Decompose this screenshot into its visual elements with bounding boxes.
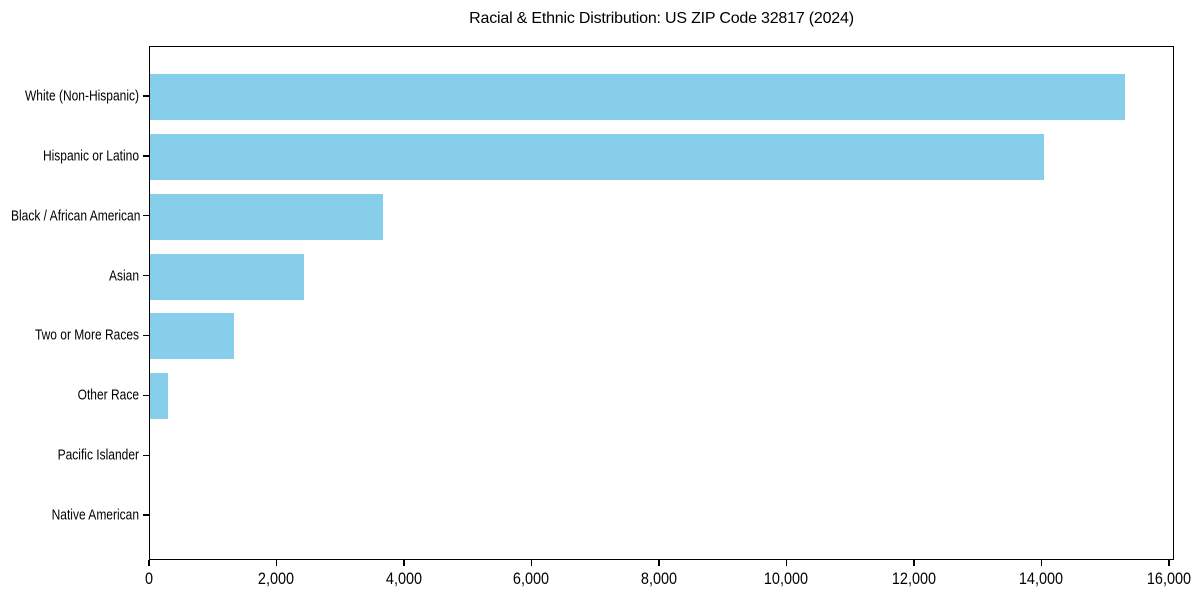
bar-other-race <box>150 373 168 420</box>
x-tick-label: 16,000 <box>1146 569 1191 588</box>
bar-two-or-more-races <box>150 313 235 360</box>
y-tick-mark <box>143 394 149 396</box>
bar-black-african-american <box>150 193 384 240</box>
y-tick-label: Hispanic or Latino <box>42 147 139 165</box>
bar-hispanic-or-latino <box>150 133 1044 180</box>
y-tick-label: Asian <box>108 267 139 285</box>
x-tick-mark <box>148 560 150 566</box>
x-tick-mark <box>275 560 278 566</box>
plot-area <box>149 46 1174 560</box>
x-tick-label: 12,000 <box>891 569 937 588</box>
x-tick-mark <box>785 560 788 566</box>
y-tick-label: White (Non-Hispanic) <box>24 87 139 105</box>
x-tick-label: 6,000 <box>513 569 550 588</box>
x-tick-mark <box>913 560 915 566</box>
y-tick-label: Pacific Islander <box>57 446 139 464</box>
x-tick-mark <box>403 560 405 566</box>
x-tick-label: 2,000 <box>258 569 295 588</box>
y-tick-label: Other Race <box>77 386 139 404</box>
bar-asian <box>150 253 304 300</box>
x-tick-label: 4,000 <box>385 569 423 588</box>
y-tick-mark <box>143 514 149 516</box>
y-tick-label: Black / African American <box>11 207 141 225</box>
x-tick-label: 10,000 <box>764 569 809 588</box>
y-tick-mark <box>143 155 149 157</box>
y-tick-label: Native American <box>51 506 139 524</box>
y-tick-mark <box>143 215 149 217</box>
x-tick-label: 0 <box>144 569 154 588</box>
x-tick-mark <box>1040 560 1043 566</box>
y-tick-label: Two or More Races <box>34 326 139 344</box>
x-tick-label: 8,000 <box>640 569 678 588</box>
bar-white-non-hispanic <box>150 74 1126 120</box>
y-tick-mark <box>143 334 149 337</box>
y-tick-mark <box>143 454 149 456</box>
y-tick-mark <box>143 95 149 97</box>
x-tick-mark <box>530 560 533 566</box>
x-tick-label: 14,000 <box>1019 569 1064 588</box>
x-tick-mark <box>658 560 660 566</box>
chart-title: Racial & Ethnic Distribution: US ZIP Cod… <box>469 10 854 27</box>
x-tick-mark <box>1168 560 1170 566</box>
y-tick-mark <box>143 274 149 277</box>
